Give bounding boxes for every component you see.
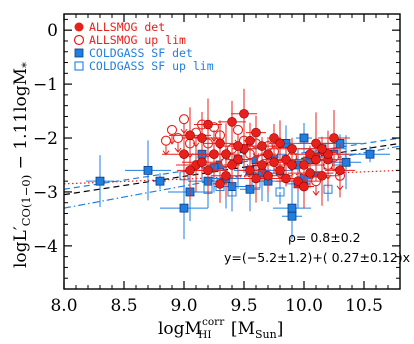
y-tick-label-2: −2 <box>33 129 58 149</box>
allsmog-det-point-43 <box>317 144 327 154</box>
legend-marker-3 <box>74 61 84 71</box>
x-tick-label-1: 8.5 <box>110 296 137 316</box>
allsmog-det-point-26 <box>335 165 345 176</box>
x-tick-label-0: 8.0 <box>50 296 77 316</box>
allsmog-lim-point-9 <box>232 124 244 135</box>
coldgass-det-point-17 <box>299 133 309 143</box>
allsmog-det-point-28 <box>239 108 249 119</box>
allsmog-lim-head-1 <box>174 147 182 153</box>
allsmog-lim-point-0 <box>166 124 178 135</box>
legend-marker-1 <box>73 34 85 46</box>
fit-annotation: y=(−5.2±1.2)+( 0.27±0.12)x <box>224 250 410 265</box>
y-label-log: log <box>11 241 31 268</box>
fit-line-1 <box>63 142 401 196</box>
coldgass-det-point-1 <box>179 203 189 213</box>
x-tick-label-3: 9.5 <box>230 296 257 316</box>
x-label-log: logM <box>158 319 202 339</box>
rho-annotation: ρ= 0.8±0.2 <box>288 230 361 245</box>
legend-marker-0 <box>74 22 84 32</box>
legend-label-1: ALLSMOG up lim <box>89 33 186 47</box>
coldgass-det-point-2 <box>143 165 153 175</box>
allsmog-det-point-3 <box>197 133 207 143</box>
allsmog-det-point-34 <box>215 179 225 189</box>
y-axis-label: logL′CO(1−0) − 1.11logM* <box>11 62 33 268</box>
coldgass-det-point-29 <box>341 157 351 167</box>
y-label-msub: * <box>19 62 33 68</box>
tick-labels: 8.0 8.5 9.0 9.5 10.0 10.5 0 −1 −2 −3 −4 <box>33 21 383 316</box>
legend-label-3: COLDGASS SF up lim <box>89 59 214 73</box>
allsmog-det-point-46 <box>221 149 231 159</box>
allsmog-det-point-44 <box>257 141 267 151</box>
y-tick-label-0: 0 <box>47 21 58 41</box>
allsmog-det-point-45 <box>281 173 291 184</box>
allsmog-lim-point-2 <box>178 114 190 125</box>
y-tick-label-3: −3 <box>33 183 58 203</box>
allsmog-det-point-32 <box>311 154 321 165</box>
allsmog-lim-point-21 <box>160 135 172 146</box>
allsmog-det-point-41 <box>233 141 243 151</box>
coldgass-lim-point-4 <box>275 187 285 197</box>
coldgass-det-point-25 <box>287 203 297 213</box>
allsmog-det-point-25 <box>329 133 339 143</box>
coldgass-det-point-24 <box>365 149 375 159</box>
allsmog-det-point-11 <box>245 165 255 176</box>
x-label-unit-close: ] <box>277 319 284 339</box>
y-tick-label-1: −1 <box>33 75 58 95</box>
coldgass-det-point-0 <box>155 176 165 186</box>
x-tick-label-4: 10.0 <box>285 296 323 316</box>
x-tick-label-2: 9.0 <box>170 296 197 316</box>
allsmog-det-point-14 <box>263 149 273 159</box>
x-label-unit-open: [M <box>226 319 255 339</box>
data-points <box>86 88 390 240</box>
allsmog-det-point-35 <box>245 135 255 146</box>
allsmog-det-point-40 <box>197 157 207 168</box>
allsmog-det-point-47 <box>185 165 195 176</box>
allsmog-det-point-16 <box>275 165 285 176</box>
x-label-sup: corr <box>202 316 225 328</box>
allsmog-det-point-33 <box>227 160 237 170</box>
allsmog-det-point-39 <box>323 149 333 159</box>
allsmog-det-point-0 <box>179 149 189 159</box>
allsmog-det-point-36 <box>263 170 273 181</box>
y-label-sub: CO(1−0) <box>19 175 33 226</box>
y-label-M: M <box>11 68 31 85</box>
coldgass-lim-point-2 <box>227 187 237 197</box>
legend-label-2: COLDGASS SF det <box>89 46 193 60</box>
x-label-sub: HI <box>198 329 211 341</box>
x-tick-label-5: 10.5 <box>345 296 383 316</box>
allsmog-det-point-12 <box>251 127 261 138</box>
allsmog-det-point-38 <box>305 168 315 178</box>
axis-ticks <box>63 14 401 289</box>
allsmog-lim-head-21 <box>162 150 170 156</box>
allsmog-det-point-15 <box>269 133 279 143</box>
allsmog-det-point-4 <box>203 165 213 176</box>
allsmog-det-point-8 <box>227 117 237 127</box>
allsmog-det-point-27 <box>203 119 213 130</box>
y-label-L: L′ <box>11 226 31 241</box>
y-label-rest: − 1.11log <box>11 85 31 175</box>
y-tick-label-4: −4 <box>33 237 58 257</box>
allsmog-det-point-42 <box>269 157 279 168</box>
legend-label-0: ALLSMOG det <box>89 20 165 34</box>
x-axis-label: logMcorr HI [MSun] <box>158 316 283 341</box>
allsmog-lim-head-18 <box>312 190 320 196</box>
x-label-unit-sub: Sun <box>255 328 277 341</box>
allsmog-det-point-31 <box>299 181 309 192</box>
legend-marker-2 <box>74 48 84 58</box>
coldgass-det-point-30 <box>95 176 105 186</box>
